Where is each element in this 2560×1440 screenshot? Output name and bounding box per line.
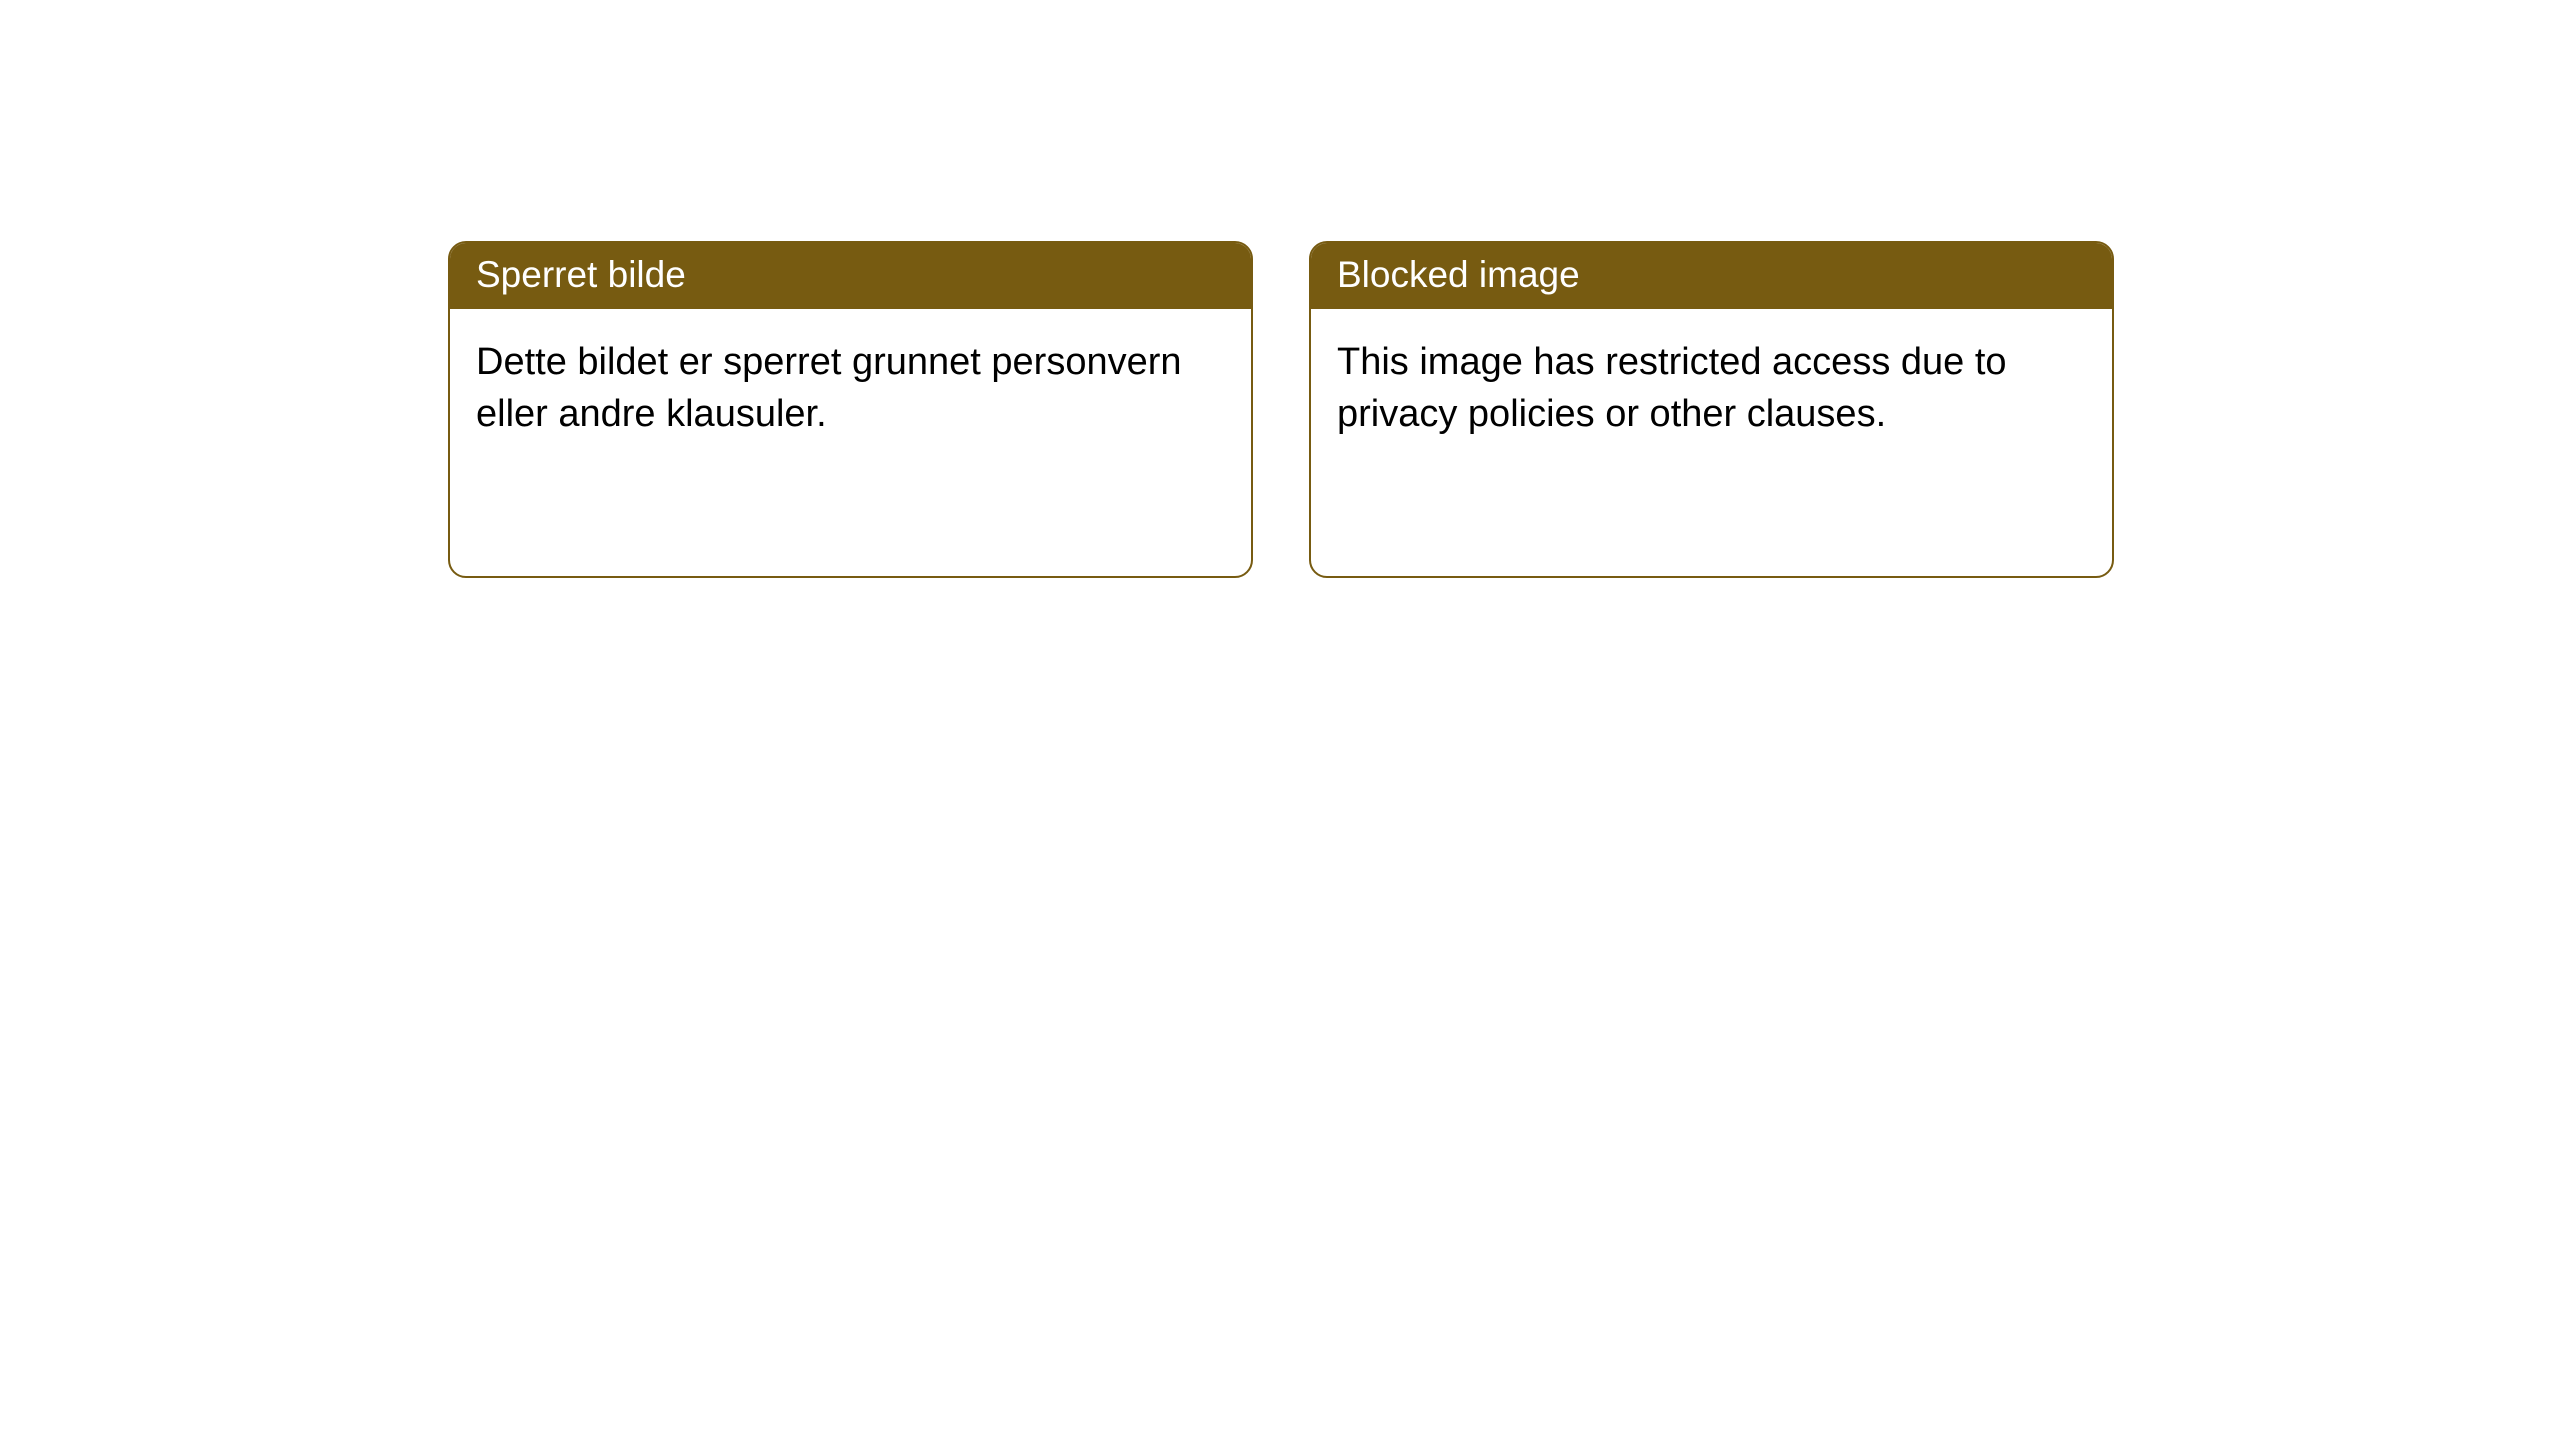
notice-body: This image has restricted access due to … (1311, 309, 2112, 468)
notice-title: Sperret bilde (476, 254, 686, 295)
notice-container: Sperret bilde Dette bildet er sperret gr… (448, 241, 2114, 578)
notice-header: Sperret bilde (450, 243, 1251, 309)
notice-title: Blocked image (1337, 254, 1580, 295)
notice-body: Dette bildet er sperret grunnet personve… (450, 309, 1251, 468)
notice-body-text: Dette bildet er sperret grunnet personve… (476, 341, 1182, 434)
notice-header: Blocked image (1311, 243, 2112, 309)
notice-body-text: This image has restricted access due to … (1337, 341, 2007, 434)
notice-card-norwegian: Sperret bilde Dette bildet er sperret gr… (448, 241, 1253, 578)
notice-card-english: Blocked image This image has restricted … (1309, 241, 2114, 578)
